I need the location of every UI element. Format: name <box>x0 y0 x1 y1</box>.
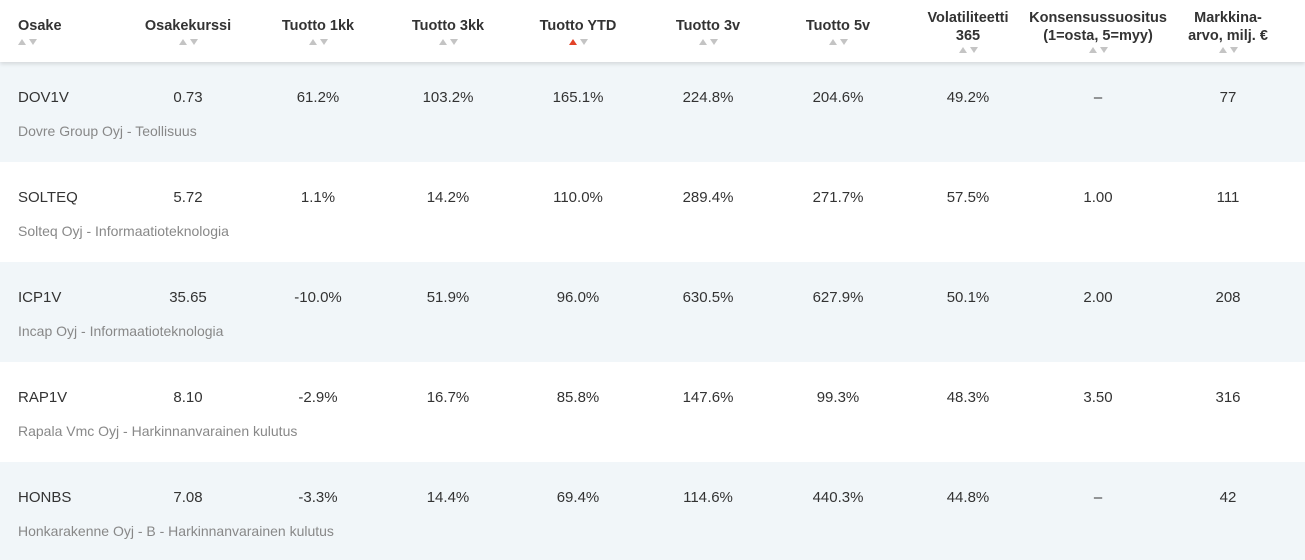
column-header-tuotto-5v[interactable]: Tuotto 5v <box>778 0 898 62</box>
price-cell: 8.10 <box>173 389 203 406</box>
return-5y-cell: 440.3% <box>812 489 864 506</box>
column-header-volatiliteetti[interactable]: Volatiliteetti 365 <box>908 0 1028 62</box>
consensus-cell: – <box>1093 489 1103 506</box>
column-label-line1: Markkina- <box>1194 10 1262 26</box>
market-cap-cell: 42 <box>1219 489 1237 506</box>
volatility-cell: 48.3% <box>946 389 990 406</box>
price-cell: 35.65 <box>169 289 207 306</box>
return-1m-cell: 61.2% <box>296 89 340 106</box>
sort-arrows-icon[interactable] <box>1218 47 1238 53</box>
market-cap-cell: 111 <box>1216 189 1240 206</box>
volatility-cell: 44.8% <box>946 489 990 506</box>
column-header-tuotto-1kk[interactable]: Tuotto 1kk <box>258 0 378 62</box>
price-cell: 0.73 <box>173 89 203 106</box>
column-header-tuotto-3v[interactable]: Tuotto 3v <box>648 0 768 62</box>
column-label: Tuotto 3v <box>675 18 741 34</box>
column-header-tuotto-ytd[interactable]: Tuotto YTD <box>518 0 638 62</box>
return-1m-cell: -2.9% <box>298 389 338 406</box>
table-row[interactable]: RAP1V 8.10 -2.9% 16.7% 85.8% 147.6% 99.3… <box>0 362 1305 462</box>
column-label: Tuotto 3kk <box>411 18 485 34</box>
column-label-line2: 365 <box>955 28 981 44</box>
company-description: Rapala Vmc Oyj - Harkinnanvarainen kulut… <box>18 423 298 439</box>
volatility-cell: 57.5% <box>946 189 990 206</box>
sort-arrows-icon[interactable] <box>18 39 37 45</box>
return-ytd-cell: 96.0% <box>556 289 600 306</box>
table-row[interactable]: HONBS 7.08 -3.3% 14.4% 69.4% 114.6% 440.… <box>0 462 1305 560</box>
column-header-osakekurssi[interactable]: Osakekurssi <box>128 0 248 62</box>
price-cell: 7.08 <box>173 489 203 506</box>
sort-arrows-icon[interactable] <box>178 39 198 45</box>
table-header: Osake Osakekurssi Tuotto 1kk Tuotto 3kk … <box>0 0 1305 62</box>
ticker-link[interactable]: DOV1V <box>18 89 69 106</box>
consensus-cell: 1.00 <box>1083 189 1113 206</box>
volatility-cell: 50.1% <box>946 289 990 306</box>
table-row[interactable]: SOLTEQ 5.72 1.1% 14.2% 110.0% 289.4% 271… <box>0 162 1305 262</box>
company-description: Dovre Group Oyj - Teollisuus <box>18 123 197 139</box>
return-5y-cell: 627.9% <box>812 289 864 306</box>
return-3y-cell: 289.4% <box>682 189 734 206</box>
return-1m-cell: 1.1% <box>300 189 336 206</box>
table-row[interactable]: ICP1V 35.65 -10.0% 51.9% 96.0% 630.5% 62… <box>0 262 1305 362</box>
return-5y-cell: 204.6% <box>812 89 864 106</box>
sort-arrows-icon[interactable] <box>958 47 978 53</box>
ticker-link[interactable]: SOLTEQ <box>18 189 78 206</box>
return-ytd-cell: 85.8% <box>556 389 600 406</box>
return-ytd-cell: 69.4% <box>556 489 600 506</box>
column-label-line2: (1=osta, 5=myy) <box>1043 28 1153 44</box>
column-label-line1: Volatiliteetti <box>927 10 1009 26</box>
return-3m-cell: 103.2% <box>422 89 474 106</box>
sort-arrows-icon[interactable] <box>698 39 718 45</box>
column-label-line2: arvo, milj. € <box>1188 28 1268 44</box>
market-cap-cell: 316 <box>1215 389 1241 406</box>
return-3m-cell: 51.9% <box>426 289 470 306</box>
return-3y-cell: 147.6% <box>682 389 734 406</box>
company-description: Incap Oyj - Informaatioteknologia <box>18 323 224 339</box>
return-ytd-cell: 110.0% <box>553 189 603 206</box>
table-row[interactable]: DOV1V 0.73 61.2% 103.2% 165.1% 224.8% 20… <box>0 62 1305 162</box>
column-label: Tuotto 5v <box>805 18 871 34</box>
column-header-tuotto-3kk[interactable]: Tuotto 3kk <box>388 0 508 62</box>
sort-arrows-icon[interactable] <box>438 39 458 45</box>
return-5y-cell: 99.3% <box>816 389 860 406</box>
consensus-cell: 3.50 <box>1083 389 1113 406</box>
return-3y-cell: 114.6% <box>683 489 733 506</box>
column-label: Tuotto 1kk <box>281 18 355 34</box>
column-header-osake[interactable]: Osake <box>18 0 108 62</box>
column-header-konsensussuositus[interactable]: Konsensussuositus (1=osta, 5=myy) <box>1028 0 1168 62</box>
sort-arrows-icon[interactable] <box>568 39 588 45</box>
return-1m-cell: -10.0% <box>294 289 342 306</box>
sort-arrows-icon[interactable] <box>828 39 848 45</box>
volatility-cell: 49.2% <box>946 89 990 106</box>
return-ytd-cell: 165.1% <box>552 89 604 106</box>
company-description: Solteq Oyj - Informaatioteknologia <box>18 223 229 239</box>
column-label: Osakekurssi <box>144 18 232 34</box>
return-3m-cell: 14.4% <box>426 489 470 506</box>
column-header-markkina-arvo[interactable]: Markkina- arvo, milj. € <box>1168 0 1288 62</box>
sort-arrows-icon[interactable] <box>308 39 328 45</box>
consensus-cell: – <box>1093 89 1103 106</box>
column-label: Osake <box>18 18 62 34</box>
column-label-line1: Konsensussuositus <box>1029 10 1167 26</box>
ticker-link[interactable]: HONBS <box>18 489 72 506</box>
return-1m-cell: -3.3% <box>298 489 338 506</box>
return-3m-cell: 14.2% <box>426 189 470 206</box>
return-3y-cell: 630.5% <box>682 289 734 306</box>
price-cell: 5.72 <box>173 189 203 206</box>
ticker-link[interactable]: ICP1V <box>18 289 62 306</box>
ticker-link[interactable]: RAP1V <box>18 389 68 406</box>
sort-arrows-icon[interactable] <box>1088 47 1108 53</box>
market-cap-cell: 208 <box>1215 289 1241 306</box>
return-5y-cell: 271.7% <box>812 189 864 206</box>
return-3y-cell: 224.8% <box>682 89 734 106</box>
market-cap-cell: 77 <box>1219 89 1237 106</box>
consensus-cell: 2.00 <box>1083 289 1113 306</box>
company-description: Honkarakenne Oyj - B - Harkinnanvarainen… <box>18 523 334 539</box>
column-label: Tuotto YTD <box>539 18 617 34</box>
return-3m-cell: 16.7% <box>426 389 470 406</box>
